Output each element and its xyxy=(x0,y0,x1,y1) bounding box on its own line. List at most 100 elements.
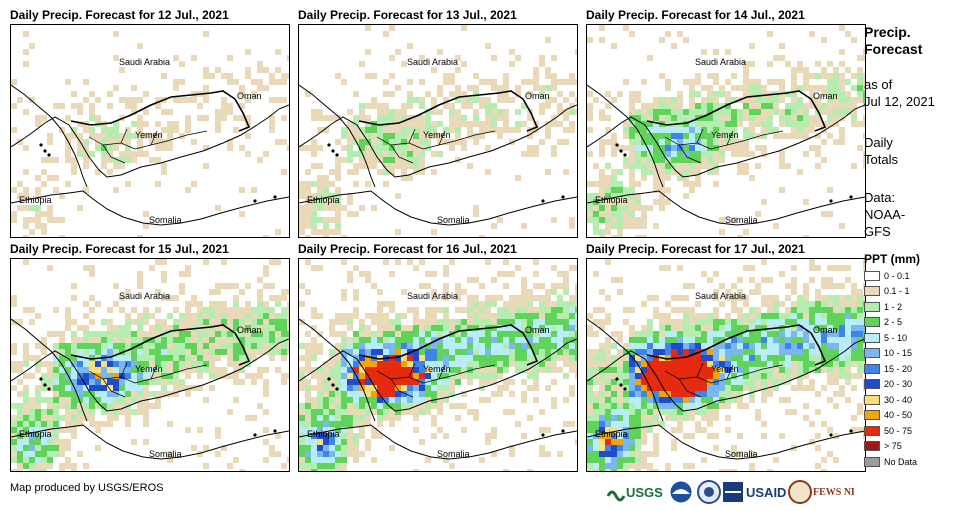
precip-cell xyxy=(149,349,155,355)
precip-cell xyxy=(527,307,533,313)
precip-cell xyxy=(815,133,821,139)
precip-cell xyxy=(35,121,41,127)
precip-cell xyxy=(545,73,551,79)
precip-cell xyxy=(317,463,323,469)
precip-cell xyxy=(803,115,809,121)
map-label-somalia: Somalia xyxy=(149,449,182,459)
precip-cell xyxy=(497,331,503,337)
precip-cell xyxy=(389,157,395,163)
precip-cell xyxy=(125,313,131,319)
precip-cell xyxy=(143,421,149,427)
precip-cell xyxy=(257,289,263,295)
precip-cell xyxy=(557,121,563,127)
precip-cell xyxy=(797,133,803,139)
precip-cell xyxy=(119,163,125,169)
precip-cell xyxy=(113,397,119,403)
precip-cell xyxy=(299,229,305,235)
precip-cell xyxy=(557,91,563,97)
precip-cell xyxy=(677,367,683,373)
precip-cell xyxy=(851,301,857,307)
precip-cell xyxy=(653,451,659,457)
precip-cell xyxy=(95,97,101,103)
usaid-logo: USAID xyxy=(723,482,786,502)
precip-cell xyxy=(221,349,227,355)
precip-cell xyxy=(395,49,401,55)
precip-cell xyxy=(803,283,809,289)
precip-cell xyxy=(677,109,683,115)
precip-cell xyxy=(83,379,89,385)
precip-cell xyxy=(227,325,233,331)
precip-cell xyxy=(533,271,539,277)
precip-cell xyxy=(653,145,659,151)
precip-cell xyxy=(665,397,671,403)
precip-cell xyxy=(311,223,317,229)
precip-cell xyxy=(95,445,101,451)
country-border xyxy=(786,324,827,366)
precip-cell xyxy=(665,463,671,469)
precip-cell xyxy=(803,361,809,367)
precip-cell xyxy=(863,283,865,289)
precip-cell xyxy=(755,307,761,313)
precip-cell xyxy=(539,331,545,337)
precip-cell xyxy=(407,121,413,127)
precip-cell xyxy=(347,133,353,139)
precip-cell xyxy=(605,181,611,187)
precip-cell xyxy=(713,157,719,163)
map-label-ethiopia: Ethiopia xyxy=(307,195,340,205)
precip-cell xyxy=(131,151,137,157)
precip-cell xyxy=(623,319,629,325)
precip-cell xyxy=(689,319,695,325)
precip-cell xyxy=(611,433,617,439)
precip-cell xyxy=(629,379,635,385)
precip-cell xyxy=(659,313,665,319)
precip-cell xyxy=(449,109,455,115)
precip-cell xyxy=(731,391,737,397)
precip-cell xyxy=(629,163,635,169)
precip-cell xyxy=(767,391,773,397)
precip-cell xyxy=(815,97,821,103)
precip-cell xyxy=(647,55,653,61)
map-frame: Saudi Arabia Oman Yemen Ethiopia Somalia xyxy=(298,258,578,472)
precip-cell xyxy=(377,343,383,349)
precip-cell xyxy=(629,91,635,97)
precip-cell xyxy=(317,193,323,199)
precip-cell xyxy=(107,361,113,367)
precip-cell xyxy=(503,283,509,289)
precip-cell xyxy=(365,73,371,79)
precip-cell xyxy=(851,319,857,325)
precip-cell xyxy=(665,469,671,471)
precip-cell xyxy=(677,379,683,385)
precip-cell xyxy=(401,409,407,415)
precip-cell xyxy=(605,343,611,349)
precip-cell xyxy=(665,415,671,421)
precip-cell xyxy=(383,379,389,385)
precip-cell xyxy=(827,85,833,91)
precip-cell xyxy=(167,457,173,463)
precip-cell xyxy=(29,373,35,379)
precip-cell xyxy=(533,283,539,289)
precip-cell xyxy=(773,223,779,229)
precip-cell xyxy=(791,67,797,73)
precip-cell xyxy=(473,349,479,355)
precip-cell xyxy=(767,103,773,109)
precip-cell xyxy=(263,313,269,319)
precip-cell xyxy=(389,421,395,427)
precip-cell xyxy=(623,127,629,133)
precip-cell xyxy=(665,79,671,85)
precip-cell xyxy=(239,103,245,109)
precip-cell xyxy=(605,217,611,223)
precip-cell xyxy=(749,79,755,85)
precip-cell xyxy=(743,163,749,169)
precip-cell xyxy=(347,337,353,343)
precip-cell xyxy=(725,415,731,421)
precip-cell xyxy=(833,361,839,367)
precip-cell xyxy=(437,367,443,373)
precip-cell xyxy=(287,331,289,337)
precip-cell xyxy=(281,373,287,379)
precip-cell xyxy=(695,355,701,361)
precip-cell xyxy=(281,97,287,103)
precip-cell xyxy=(317,145,323,151)
precip-cell xyxy=(863,49,865,55)
precip-cell xyxy=(533,313,539,319)
precip-cell xyxy=(743,91,749,97)
